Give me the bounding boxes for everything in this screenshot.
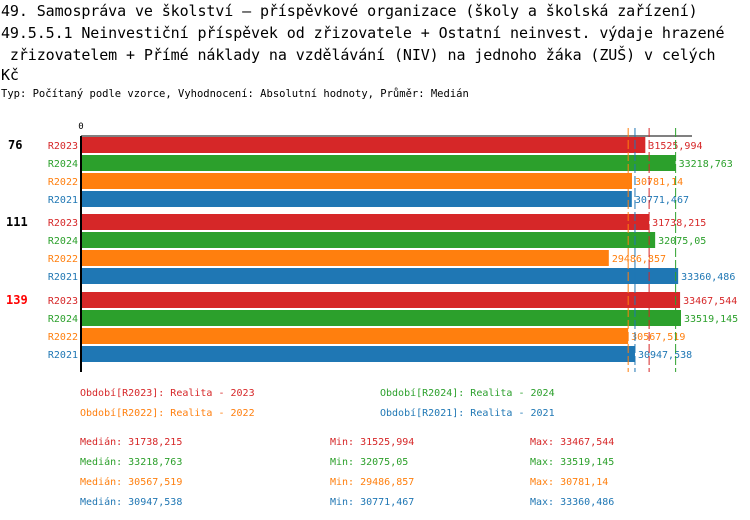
max-stat: Max: 33467,544 [530, 437, 614, 448]
series-label: R2024 [48, 314, 78, 325]
max-stat: Max: 33519,145 [530, 457, 614, 468]
bar-R2023 [82, 137, 646, 153]
group-label: 76 [8, 138, 22, 152]
bar-R2023 [82, 214, 650, 230]
series-label: R2021 [48, 272, 78, 283]
series-label: R2024 [48, 236, 78, 247]
median-stat: Medián: 30947,538 [80, 496, 182, 508]
median-stat: Medián: 30567,519 [80, 476, 182, 488]
data-label: 30781,14 [635, 177, 683, 188]
bar-R2022 [82, 173, 632, 189]
series-label: R2021 [48, 195, 78, 206]
series-label: R2023 [48, 141, 78, 152]
bar-R2021 [82, 268, 679, 284]
data-label: 33519,145 [684, 314, 738, 325]
chart-title-line-1: 49. Samospráva ve školství – příspěvkové… [1, 2, 698, 20]
data-label: 33467,544 [683, 296, 737, 307]
bar-R2024 [82, 232, 656, 248]
series-label: R2022 [48, 254, 78, 265]
chart-subtitle: Typ: Počítaný podle vzorce, Vyhodnocení:… [1, 88, 469, 100]
series-label: R2023 [48, 296, 78, 307]
data-label: 30771,467 [635, 195, 689, 206]
chart-title-line-2: 49.5.5.1 Neinvestiční příspěvek od zřizo… [1, 24, 725, 42]
series-label: R2021 [48, 350, 78, 361]
bar-R2023 [82, 292, 681, 308]
series-label: R2023 [48, 218, 78, 229]
data-label: 31738,215 [652, 218, 706, 229]
series-label: R2024 [48, 159, 78, 170]
chart-title-line-4: Kč [1, 66, 19, 84]
min-stat: Min: 29486,857 [330, 477, 414, 488]
max-stat: Max: 33360,486 [530, 497, 614, 508]
x-tick-label: 0 [78, 122, 83, 132]
data-label: 33218,763 [679, 159, 733, 170]
series-label: R2022 [48, 177, 78, 188]
bar-R2021 [82, 346, 635, 362]
group-label: 111 [6, 215, 28, 229]
legend-item-R2022: Období[R2022]: Realita - 2022 [80, 407, 255, 419]
data-label: 30947,538 [638, 350, 692, 361]
median-stat: Medián: 33218,763 [80, 456, 182, 468]
chart-title-line-3: zřizovatelem + Přímé náklady na vzdělává… [1, 46, 716, 64]
legend-item-R2024: Období[R2024]: Realita - 2024 [380, 387, 555, 399]
legend-item-R2021: Období[R2021]: Realita - 2021 [380, 407, 555, 419]
data-label: 33360,486 [681, 272, 735, 283]
min-stat: Min: 32075,05 [330, 457, 408, 468]
legend-item-R2023: Období[R2023]: Realita - 2023 [80, 387, 255, 399]
bar-R2024 [82, 155, 676, 171]
group-label: 139 [6, 293, 28, 307]
bar-R2021 [82, 191, 632, 207]
median-stat: Medián: 31738,215 [80, 436, 182, 448]
bar-R2022 [82, 250, 609, 266]
data-label: 32075,05 [658, 236, 706, 247]
data-label: 29486,857 [612, 254, 666, 265]
min-stat: Min: 30771,467 [330, 497, 414, 508]
min-stat: Min: 31525,994 [330, 437, 414, 448]
max-stat: Max: 30781,14 [530, 477, 608, 488]
bar-R2022 [82, 328, 629, 344]
series-label: R2022 [48, 332, 78, 343]
bar-R2024 [82, 310, 681, 326]
data-label: 30567,519 [631, 332, 685, 343]
